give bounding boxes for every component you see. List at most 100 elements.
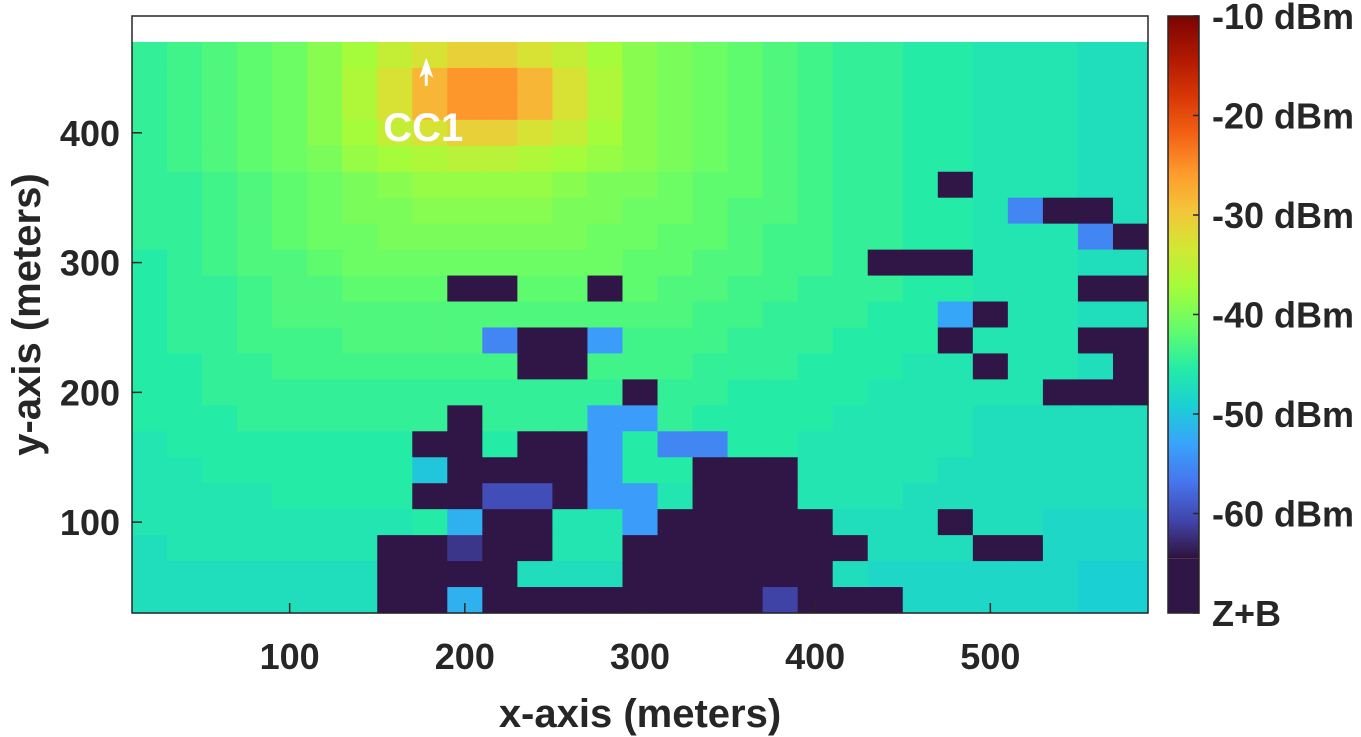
x-tick-label: 400	[785, 636, 845, 677]
heatmap-cell	[1007, 535, 1044, 562]
heatmap-cell	[1007, 587, 1044, 614]
heatmap-cell	[832, 41, 869, 69]
heatmap-cell	[902, 379, 939, 406]
heatmap-cell	[377, 301, 413, 329]
heatmap-cell	[1077, 353, 1114, 380]
heatmap-cell	[517, 249, 554, 277]
heatmap-cell	[237, 67, 273, 95]
heatmap-cell	[1112, 301, 1149, 329]
heatmap-cell	[1112, 223, 1149, 251]
heatmap-cell	[867, 431, 904, 458]
heatmap-cell	[482, 353, 518, 380]
heatmap-cell	[972, 561, 1009, 588]
heatmap-cell	[762, 171, 799, 199]
heatmap-cell	[307, 93, 343, 121]
heatmap-cell	[552, 275, 589, 303]
heatmap-cell	[202, 353, 238, 380]
heatmap-cell	[867, 379, 904, 406]
heatmap-cell	[832, 249, 869, 277]
heatmap-cell	[1077, 275, 1114, 303]
heatmap-cell	[167, 353, 203, 380]
heatmap-cell	[692, 431, 729, 458]
heatmap-cell	[167, 145, 203, 173]
heatmap-cell	[727, 145, 764, 173]
heatmap-cell	[412, 509, 448, 536]
heatmap-cell	[797, 561, 834, 588]
heatmap-cell	[482, 405, 518, 432]
heatmap-cell	[867, 171, 904, 199]
heatmap-cell	[727, 93, 764, 121]
heatmap-cell	[202, 275, 238, 303]
heatmap-cell	[202, 483, 238, 510]
heatmap-cell	[1077, 301, 1114, 329]
heatmap-cell	[1112, 561, 1149, 588]
heatmap-cell	[202, 301, 238, 329]
heatmap-cell	[482, 275, 518, 303]
heatmap-cell	[762, 535, 799, 562]
heatmap-cell	[692, 249, 729, 277]
heatmap-cell	[202, 327, 238, 355]
heatmap-cell	[972, 67, 1009, 95]
heatmap-cell	[307, 249, 343, 277]
heatmap-cell	[972, 93, 1009, 121]
heatmap-cell	[307, 509, 343, 536]
heatmap-cell	[342, 457, 378, 484]
heatmap-cell	[937, 93, 974, 121]
heatmap-cell	[517, 67, 554, 95]
heatmap-cell	[902, 483, 939, 510]
heatmap-cell	[1112, 509, 1149, 536]
heatmap-cell	[832, 379, 869, 406]
heatmap-cell	[132, 41, 168, 69]
heatmap-cell	[692, 535, 729, 562]
heatmap-cell	[692, 483, 729, 510]
heatmap-cell	[1077, 197, 1114, 225]
heatmap-cell	[447, 275, 483, 303]
heatmap-cell	[342, 67, 378, 95]
heatmap-cell	[902, 431, 939, 458]
heatmap-cell	[1112, 587, 1149, 614]
heatmap-cell	[867, 119, 904, 147]
heatmap-cell	[342, 535, 378, 562]
heatmap-cell	[447, 249, 483, 277]
heatmap-cell	[377, 561, 413, 588]
heatmap-cell	[727, 379, 764, 406]
heatmap-cell	[797, 119, 834, 147]
heatmap-cell	[1112, 535, 1149, 562]
heatmap-cell	[1112, 67, 1149, 95]
heatmap-cell	[342, 197, 378, 225]
heatmap-cell	[1007, 275, 1044, 303]
colorbar-tick-label: -10 dBm	[1212, 0, 1354, 37]
heatmap-cell	[1042, 457, 1079, 484]
heatmap-cell	[972, 535, 1009, 562]
heatmap-cell	[307, 41, 343, 69]
heatmap-cell	[727, 353, 764, 380]
heatmap-cell	[657, 587, 694, 614]
heatmap-cell	[622, 145, 659, 173]
heatmap-cell	[552, 587, 589, 614]
heatmap-cell	[482, 457, 518, 484]
heatmap-cell	[237, 197, 273, 225]
heatmap-cell	[517, 223, 554, 251]
heatmap-cell	[1077, 431, 1114, 458]
heatmap-cell	[167, 535, 203, 562]
heatmap-cell	[237, 561, 273, 588]
heatmap-cell	[1007, 171, 1044, 199]
heatmap-cell	[307, 171, 343, 199]
heatmap-cell	[517, 197, 554, 225]
heatmap-cell	[832, 145, 869, 173]
heatmap-cell	[902, 535, 939, 562]
heatmap-cell	[692, 405, 729, 432]
heatmap-cell	[1042, 301, 1079, 329]
heatmap-cell	[1112, 249, 1149, 277]
heatmap-cell	[972, 301, 1009, 329]
heatmap-cell	[202, 145, 238, 173]
heatmap-cell	[272, 457, 308, 484]
heatmap-cell	[972, 379, 1009, 406]
heatmap-cell	[867, 327, 904, 355]
heatmap-cell	[447, 119, 483, 147]
heatmap-cell	[902, 67, 939, 95]
y-tick-label: 200	[60, 372, 120, 413]
colorbar-tick-label: -20 dBm	[1212, 96, 1354, 137]
heatmap-cell	[1042, 223, 1079, 251]
heatmap-cell	[727, 587, 764, 614]
